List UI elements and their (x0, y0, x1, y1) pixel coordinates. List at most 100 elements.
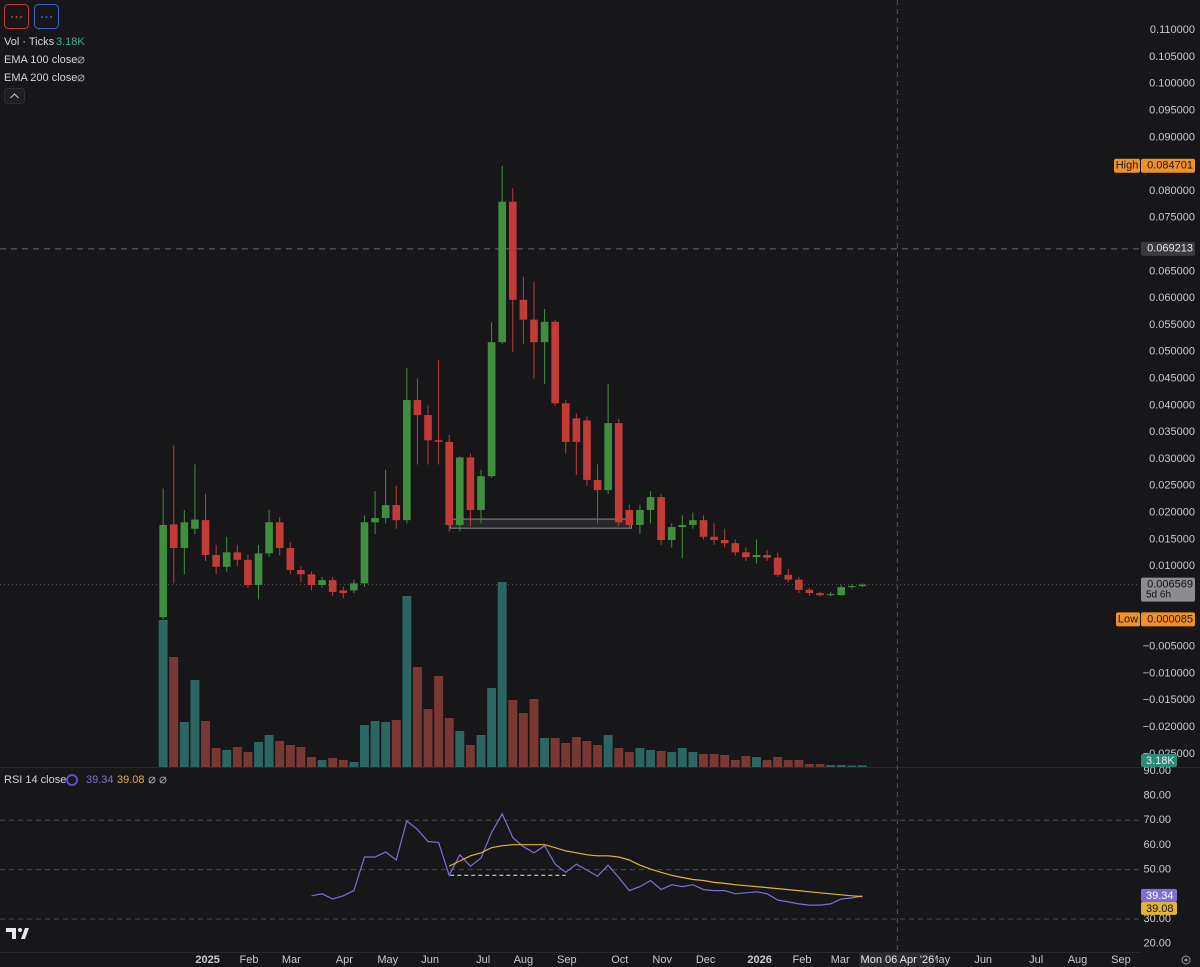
volume-bar (847, 765, 857, 767)
volume-bar (211, 748, 221, 767)
rsi-ma-tag-box (1141, 901, 1177, 915)
volume-bar (349, 762, 359, 767)
volume-bar (232, 747, 242, 767)
hidden-icon[interactable] (77, 56, 85, 64)
high-value: 0.084701 (1147, 160, 1193, 172)
y-tick-label: 0.045000 (1149, 373, 1195, 385)
symbol-button[interactable] (4, 4, 29, 29)
candle-body (445, 441, 454, 525)
legend-ema[interactable]: EMA 200 close (4, 72, 77, 84)
volume-bar (254, 742, 263, 767)
candle-body (275, 522, 284, 549)
rsi-tick-label: 90.00 (1143, 765, 1171, 777)
volume-bar (307, 757, 316, 767)
legend-rsi[interactable]: RSI 14 close (4, 774, 66, 786)
candle-body (625, 509, 634, 525)
candle-body (858, 584, 867, 587)
candle-body (784, 574, 793, 580)
icon (20, 16, 22, 18)
volume-bar (190, 680, 200, 767)
candle-body (540, 321, 549, 343)
high-value-box (1141, 158, 1195, 173)
y-tick-label: 0.020000 (1149, 507, 1195, 519)
rsi-tick-label: 20.00 (1143, 938, 1171, 950)
collapse-button[interactable] (4, 88, 25, 104)
price-line-label: 0.069213 (1147, 243, 1193, 255)
volume-bar (677, 748, 687, 767)
candle-body (678, 524, 687, 528)
candle-body (530, 319, 538, 343)
legend-ema[interactable]: EMA 100 close (4, 54, 77, 66)
candle-body (498, 201, 507, 343)
volume-bar (540, 738, 550, 767)
candle-body (180, 522, 189, 549)
x-tick-label: Sep (1111, 954, 1131, 966)
price-line-label-box (1141, 241, 1195, 256)
y-tick-label: 0.040000 (1149, 399, 1195, 411)
volume-bar (465, 745, 475, 767)
low-tag-box (1116, 612, 1140, 627)
candle-body (201, 520, 210, 555)
x-tick-label: Feb (793, 954, 812, 966)
candle-body (773, 557, 782, 575)
candle-body (360, 522, 369, 584)
candle-body (328, 580, 337, 592)
settings-icon[interactable] (1181, 955, 1191, 965)
hidden-icon[interactable] (159, 776, 167, 784)
volume-bar (635, 748, 645, 767)
toolbar-buttons (4, 4, 59, 29)
hidden-icon[interactable] (148, 776, 156, 784)
volume-bar (338, 760, 348, 767)
compare-button[interactable] (34, 4, 59, 29)
candle-body (837, 587, 846, 596)
volume-bar (296, 747, 306, 767)
candle-body (720, 539, 729, 544)
volume-bar (624, 752, 634, 767)
volume-bar (762, 760, 772, 767)
volume-bar (709, 754, 719, 767)
y-tick-label: 0.080000 (1149, 185, 1195, 197)
candle-body (265, 522, 273, 554)
volume-bar (699, 754, 708, 767)
legend-volume[interactable]: Vol · Ticks (4, 36, 55, 48)
candle-body (350, 583, 358, 591)
candle-body (169, 524, 178, 549)
volume-bar (836, 765, 846, 767)
candle-body (477, 476, 485, 510)
candle-body (456, 457, 464, 525)
candle-body (487, 342, 496, 477)
high-tag-box (1114, 158, 1140, 173)
volume-bar (275, 741, 285, 767)
candle-body (222, 552, 231, 567)
x-tick-label: Jul (1029, 954, 1043, 966)
y-tick-label: −0.010000 (1143, 667, 1195, 679)
candle-body (254, 553, 263, 586)
rsi-ma-tag: 39.08 (1146, 903, 1174, 915)
volume-bar (741, 756, 751, 767)
rsi-tick-label: 80.00 (1143, 790, 1171, 802)
volume-bar (487, 688, 497, 767)
candle-body (646, 497, 655, 510)
candle-body (233, 552, 242, 560)
volume-tag: 3.18K (1146, 755, 1175, 767)
volume-bar (582, 741, 592, 767)
rsi-tag-box (1141, 888, 1177, 902)
hidden-icon[interactable] (77, 74, 85, 82)
volume-bar (773, 757, 783, 767)
volume-bar (243, 752, 253, 767)
y-tick-label: −0.020000 (1143, 721, 1195, 733)
candle-body (699, 520, 708, 537)
volume-bar (720, 755, 730, 767)
logo[interactable] (6, 928, 29, 939)
low-value-box (1141, 612, 1195, 627)
x-tick-label: Jun (974, 954, 992, 966)
candle-body (742, 552, 750, 558)
rsi-tick-label: 30.00 (1143, 913, 1171, 925)
candle-body (244, 559, 252, 586)
volume-bar (476, 735, 486, 767)
volume-bar (455, 731, 465, 767)
candle-body (561, 403, 570, 442)
candle-body (689, 520, 697, 525)
legend-rsi-value: 39.34 (86, 774, 114, 786)
volume-bar (593, 745, 602, 767)
